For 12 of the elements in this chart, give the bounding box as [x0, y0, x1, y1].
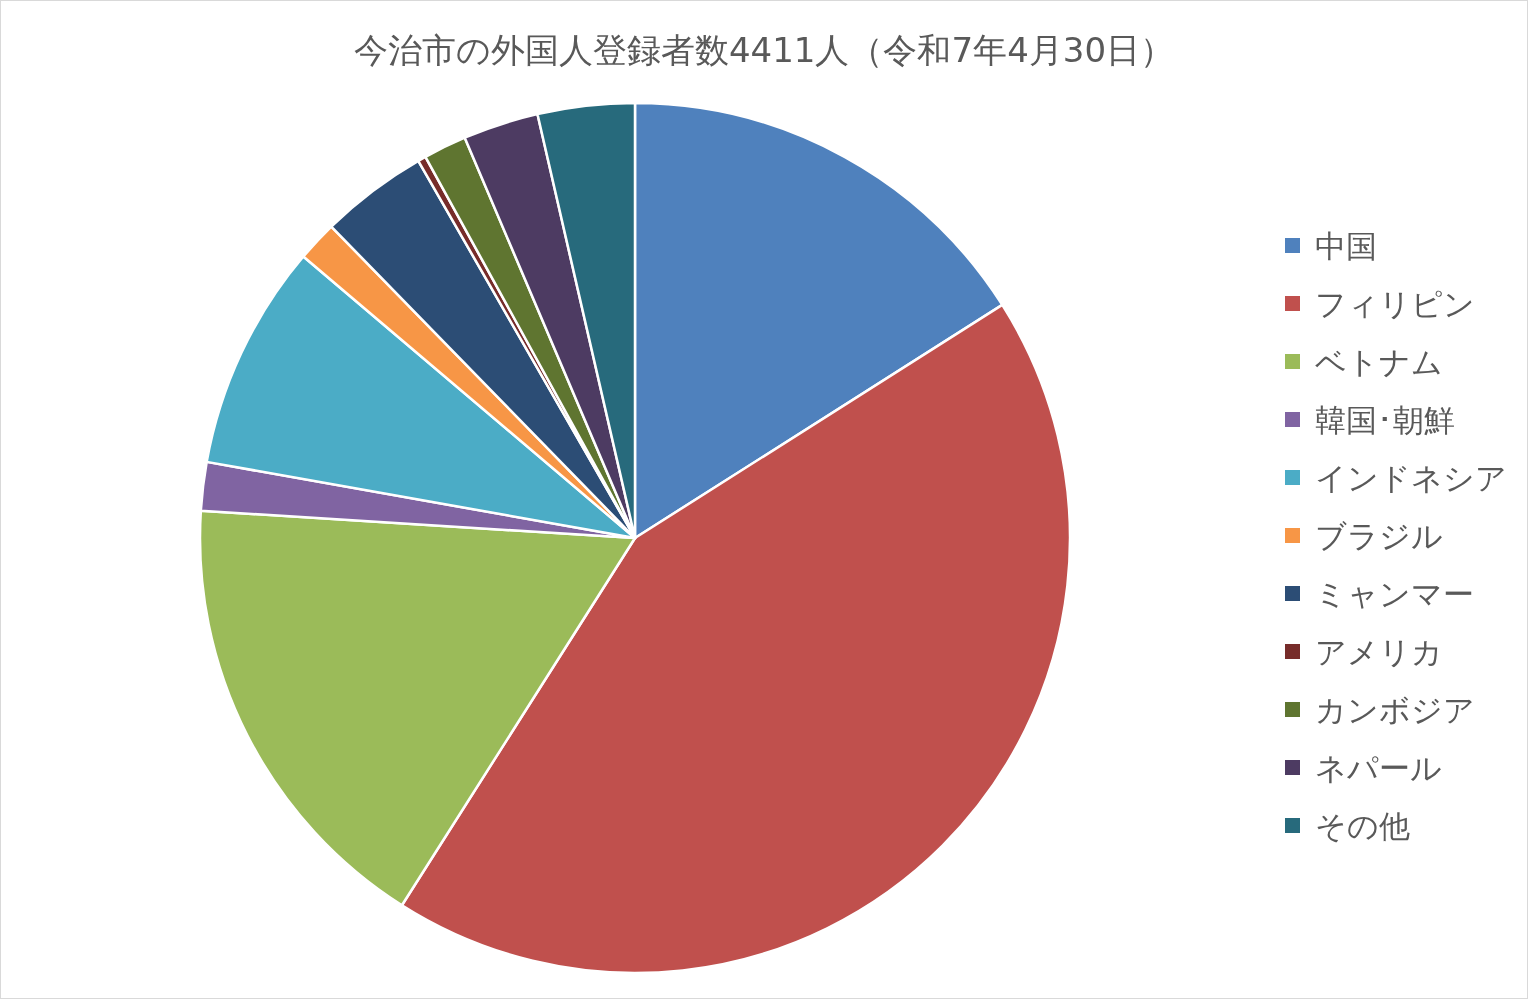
- legend-label: ブラジル: [1315, 518, 1443, 554]
- legend-label: アメリカ: [1315, 634, 1443, 670]
- legend-label: ベトナム: [1315, 344, 1443, 380]
- legend-label: フィリピン: [1315, 286, 1475, 322]
- legend-label: 中国: [1315, 228, 1377, 264]
- legend-label: カンボジア: [1315, 692, 1475, 728]
- legend-label: インドネシア: [1315, 460, 1507, 496]
- legend-label: ミャンマー: [1315, 576, 1474, 612]
- legend-label: その他: [1315, 808, 1410, 844]
- legend-label: ネパール: [1315, 750, 1442, 786]
- chart-title: 今治市の外国人登録者数4411人（令和7年4月30日）: [353, 30, 1175, 70]
- legend-label: 韓国･朝鮮: [1315, 402, 1455, 438]
